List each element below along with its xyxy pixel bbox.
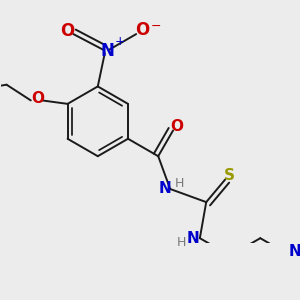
Text: H: H bbox=[175, 177, 184, 190]
Text: N: N bbox=[187, 231, 200, 246]
Text: O: O bbox=[170, 119, 183, 134]
Text: N: N bbox=[100, 42, 115, 60]
Text: +: + bbox=[114, 35, 125, 48]
Text: N: N bbox=[289, 244, 300, 260]
Text: N: N bbox=[158, 182, 171, 196]
Text: O: O bbox=[136, 21, 150, 39]
Text: O: O bbox=[60, 22, 74, 40]
Text: O: O bbox=[32, 91, 45, 106]
Text: −: − bbox=[151, 20, 162, 33]
Text: S: S bbox=[224, 168, 234, 183]
Text: H: H bbox=[177, 236, 186, 249]
